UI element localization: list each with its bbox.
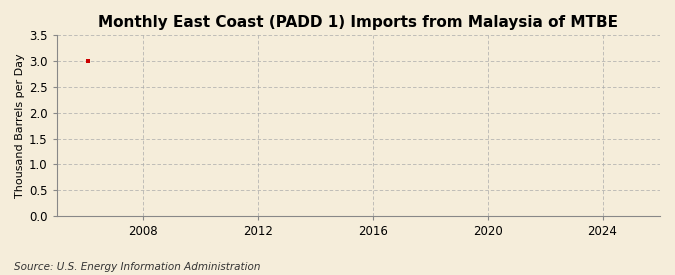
Title: Monthly East Coast (PADD 1) Imports from Malaysia of MTBE: Monthly East Coast (PADD 1) Imports from… xyxy=(99,15,618,30)
Y-axis label: Thousand Barrels per Day: Thousand Barrels per Day xyxy=(15,53,25,198)
Text: Source: U.S. Energy Information Administration: Source: U.S. Energy Information Administ… xyxy=(14,262,260,272)
